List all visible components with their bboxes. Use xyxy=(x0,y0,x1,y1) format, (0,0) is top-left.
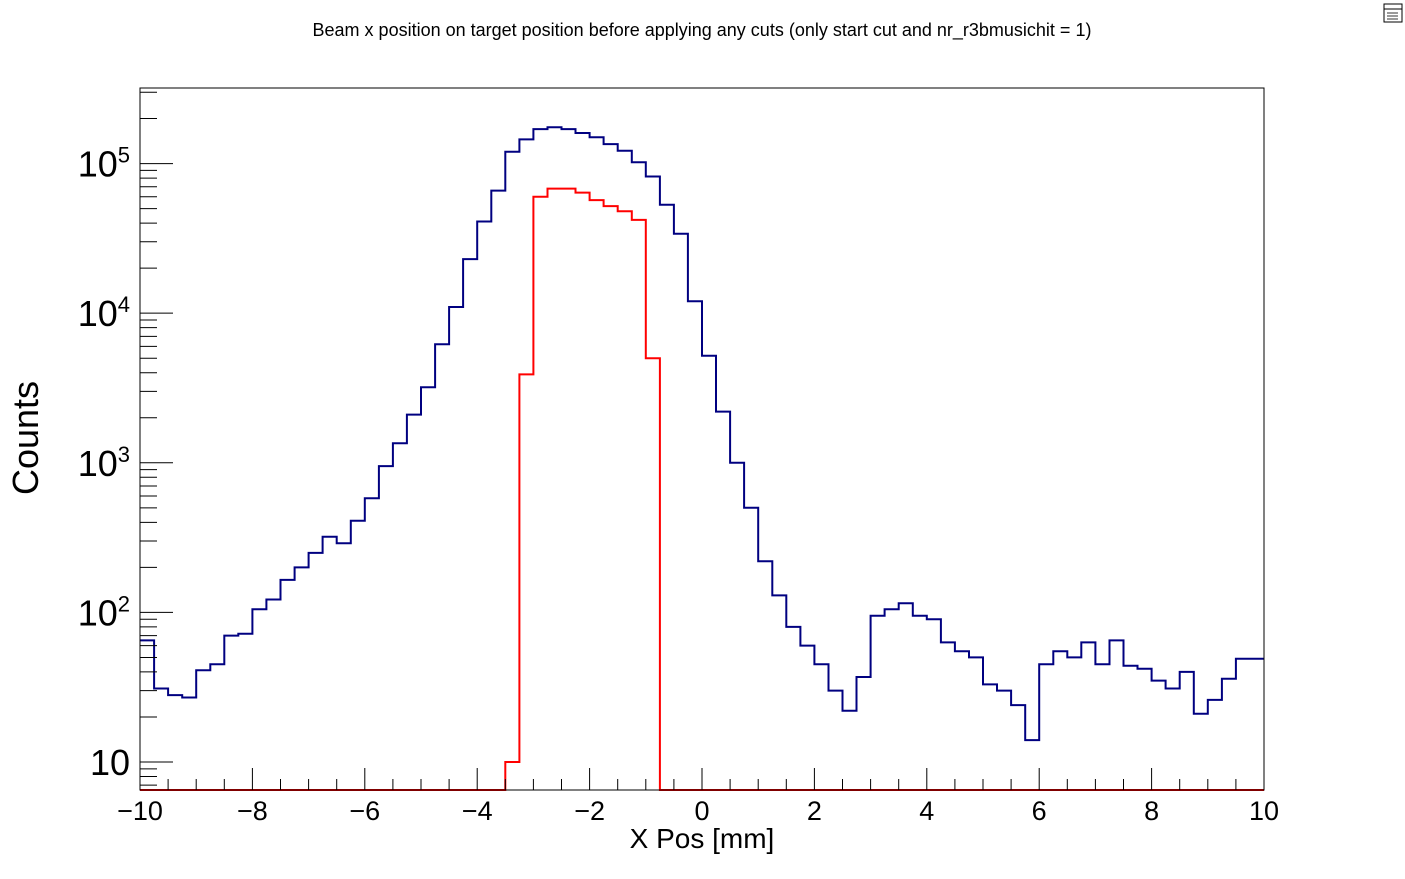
chart-title: Beam x position on target position befor… xyxy=(313,20,1092,41)
y-tick-label: 104 xyxy=(78,292,130,334)
x-tick-label: −8 xyxy=(237,796,268,826)
x-tick-label: 10 xyxy=(1249,796,1279,826)
y-tick-label: 10 xyxy=(90,742,130,783)
x-tick-label: −2 xyxy=(574,796,605,826)
x-tick-label: 4 xyxy=(919,796,934,826)
series-1 xyxy=(140,187,1264,791)
x-tick-label: −4 xyxy=(462,796,493,826)
x-tick-label: −10 xyxy=(117,796,163,826)
y-axis-label: Counts xyxy=(5,381,46,495)
x-tick-label: 0 xyxy=(694,796,709,826)
y-tick-label: 103 xyxy=(78,442,130,484)
y-tick-labels: 10 102 103 104 105 xyxy=(78,143,130,783)
x-tick-labels: −10 −8 −6 −4 −2 0 2 4 6 8 10 xyxy=(117,796,1279,826)
x-tick-label: 2 xyxy=(807,796,822,826)
series-0 xyxy=(140,126,1264,742)
series-1-line xyxy=(140,187,1264,791)
x-axis-label: X Pos [mm] xyxy=(630,823,775,854)
x-tick-label: 6 xyxy=(1032,796,1047,826)
y-tick-label: 105 xyxy=(78,143,130,185)
plot-frame xyxy=(139,87,1265,791)
y-tick-label: 102 xyxy=(78,591,130,633)
axes xyxy=(139,87,1265,791)
x-tick-label: −6 xyxy=(349,796,380,826)
x-tick-label: 8 xyxy=(1144,796,1159,826)
canvas-editor-icon[interactable] xyxy=(1383,3,1403,23)
histogram-series xyxy=(140,126,1264,791)
series-0-line xyxy=(140,126,1264,742)
